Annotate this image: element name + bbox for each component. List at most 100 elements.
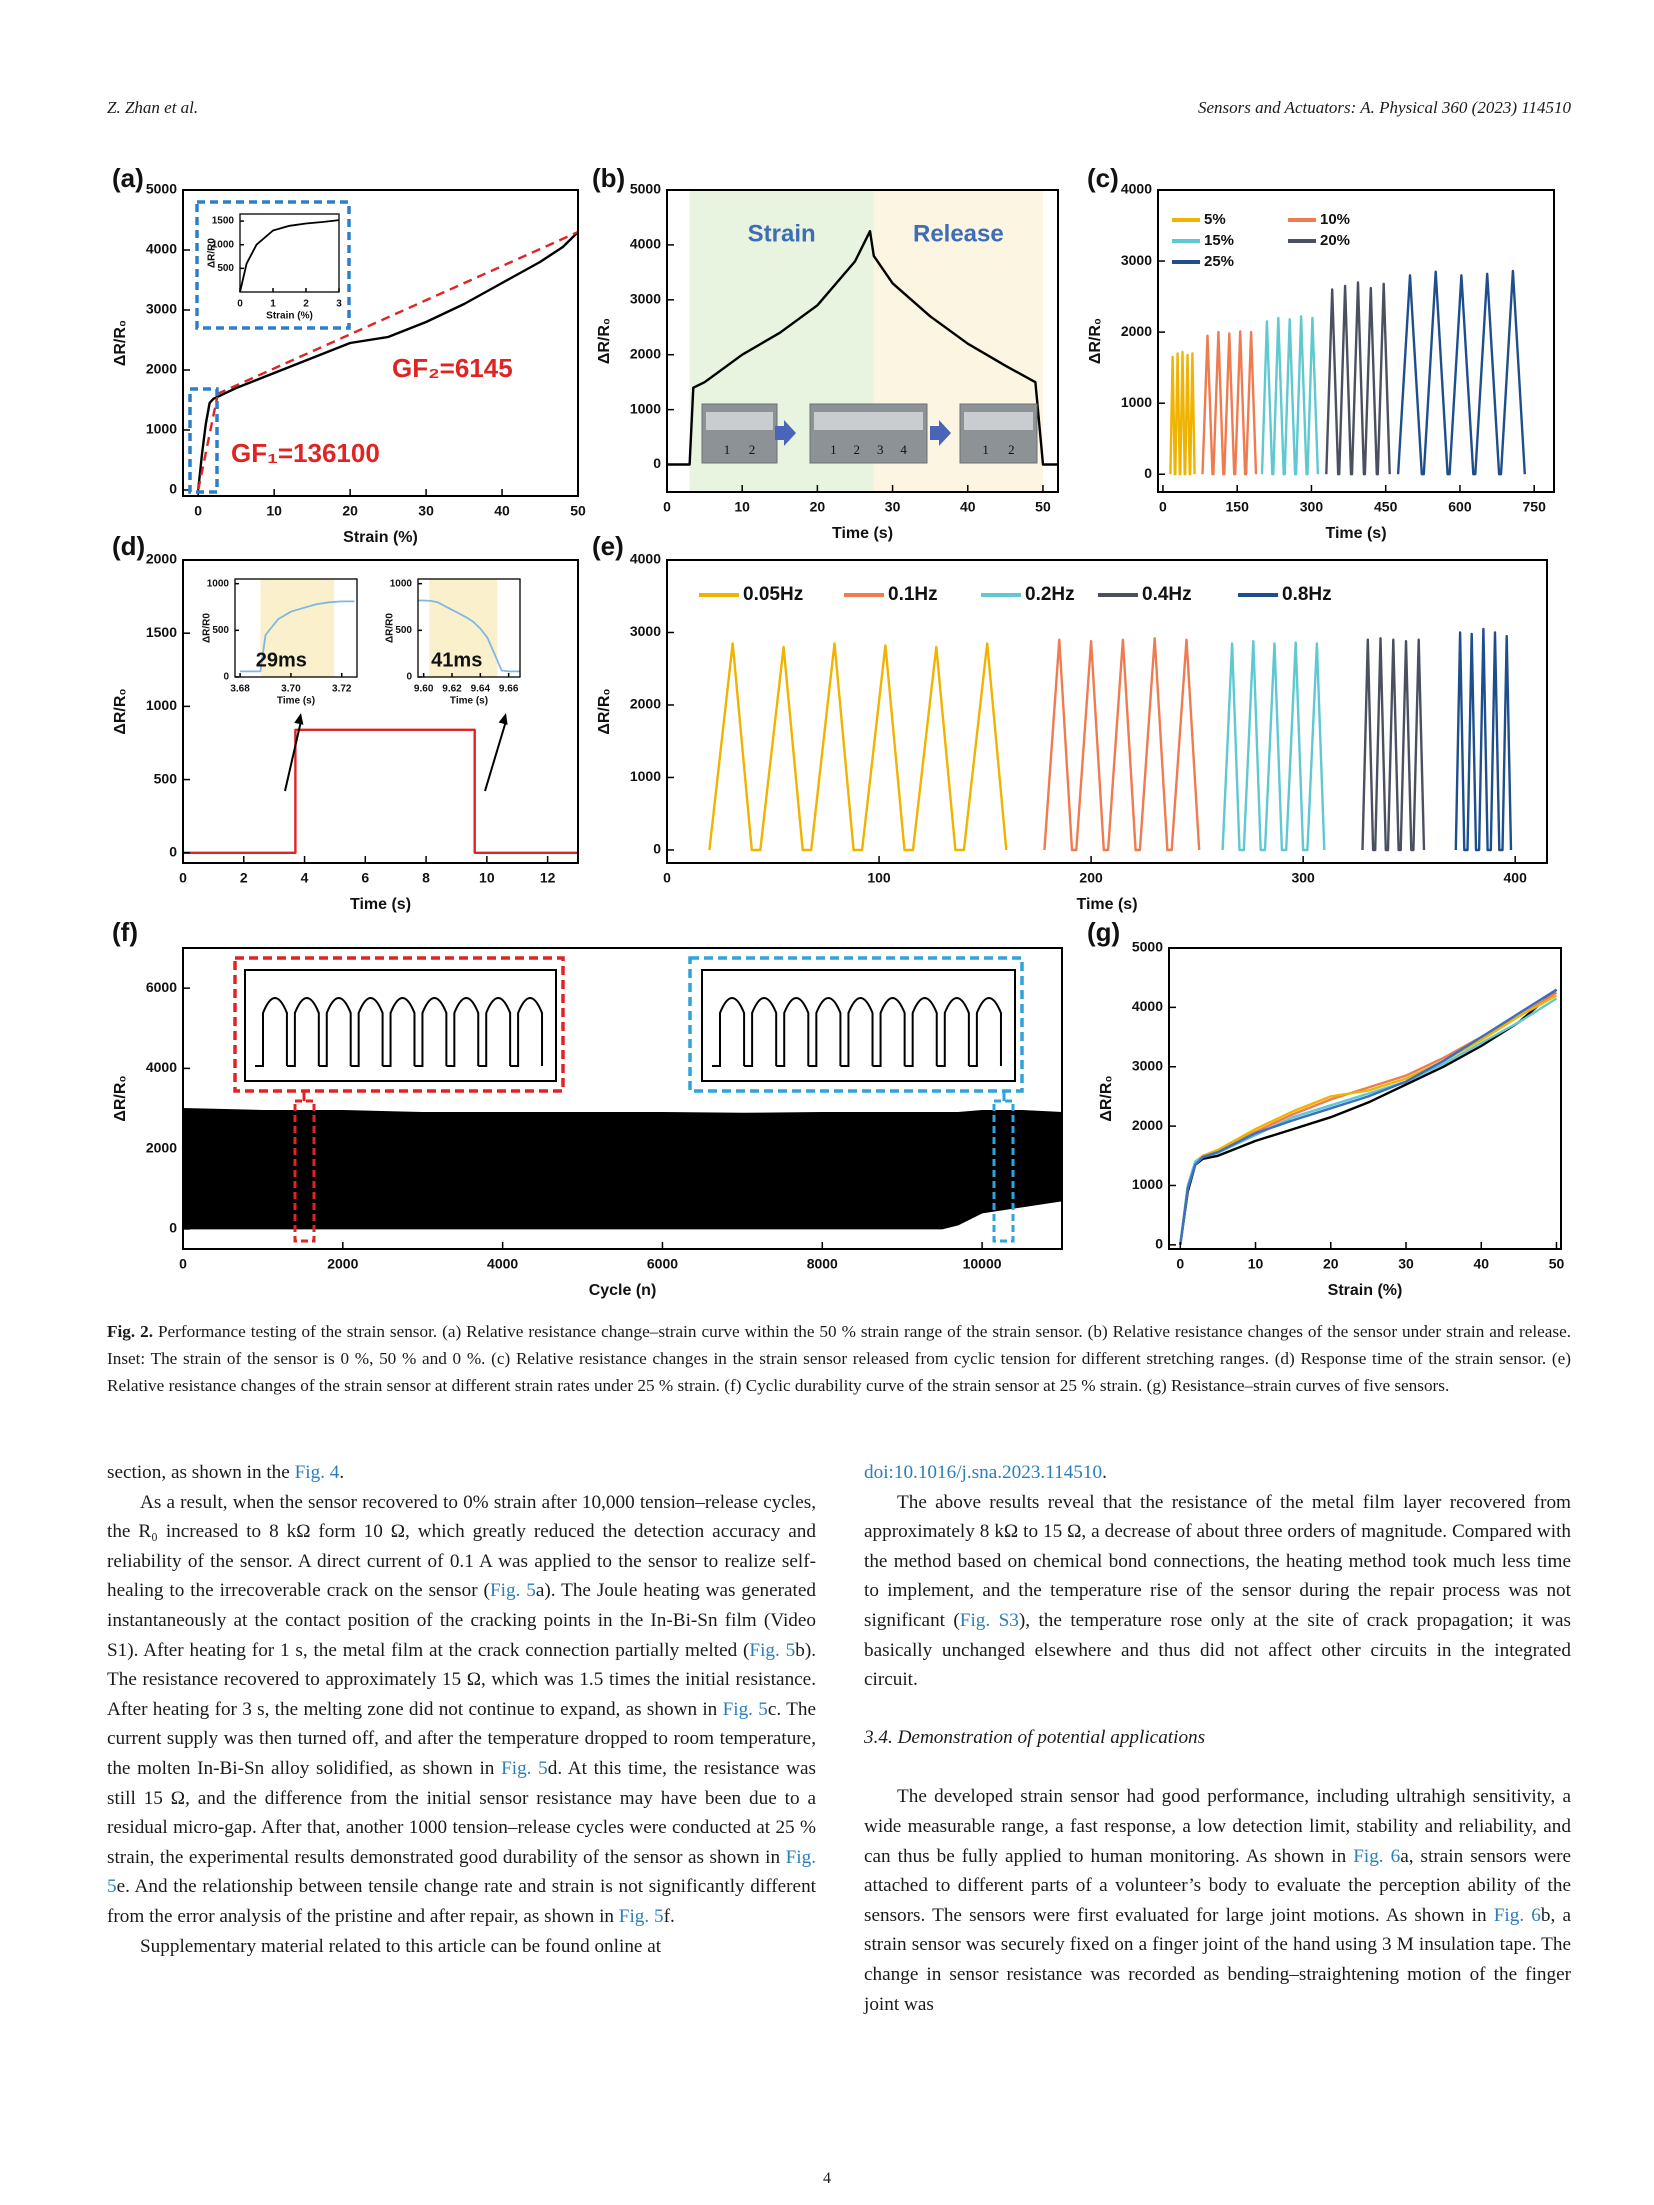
y-tick-label: 0: [169, 481, 177, 497]
legend-label: 20%: [1320, 232, 1350, 249]
caption-label: Fig. 2.: [107, 1322, 154, 1341]
x-tick-label: 300: [1300, 499, 1324, 515]
page-number: 4: [823, 2170, 831, 2187]
y-axis-title: ΔR/R0: [385, 613, 396, 643]
y-axis-title: ΔR/R₀: [596, 318, 613, 364]
legend-label: 10%: [1320, 211, 1350, 228]
y-tick-label: 0: [653, 841, 661, 857]
y-tick-label: 2000: [146, 1139, 177, 1155]
annotation: GF₁=136100: [231, 438, 380, 468]
y-tick-label: 1000: [146, 697, 177, 713]
link[interactable]: Fig. 5: [749, 1639, 796, 1661]
text-run: e. And the relationship between tensile …: [107, 1876, 816, 1927]
y-tick-label: 500: [154, 770, 178, 786]
x-tick-label: 9.66: [499, 684, 519, 695]
plot-frame: [1168, 947, 1562, 1250]
y-tick-label: 2000: [630, 345, 661, 361]
arrow: [775, 420, 796, 446]
plot-frame: [666, 189, 1059, 493]
photo-number: 2: [1008, 442, 1015, 457]
y-axis-title: ΔR/R₀: [1087, 318, 1104, 364]
link[interactable]: Fig. 5: [489, 1580, 536, 1602]
arrow-shaft: [484, 720, 507, 792]
y-tick-label: 3000: [1132, 1057, 1163, 1073]
highlight-box: [293, 1099, 316, 1243]
x-tick-label: 6: [361, 870, 369, 886]
link[interactable]: Fig. 5: [722, 1698, 768, 1720]
text-run: b). The resistance recovered to approxim…: [107, 1639, 816, 1720]
link[interactable]: Fig. 4: [294, 1462, 340, 1483]
series-line: [1179, 997, 1558, 1245]
y-axis-title: ΔR/R₀: [112, 688, 129, 734]
text-run: Supplementary material related to this a…: [140, 1935, 662, 1957]
x-tick-label: 40: [1473, 1256, 1489, 1272]
x-axis-title: Time (s): [450, 696, 488, 707]
series-line: [418, 599, 520, 673]
y-tick-label: 3000: [630, 623, 661, 639]
y-tick-label: 0: [653, 455, 661, 471]
link[interactable]: Fig. 6: [1493, 1904, 1541, 1926]
y-tick-label: 4000: [146, 241, 177, 257]
link[interactable]: doi:10.1016/j.sna.2023.114510: [864, 1462, 1103, 1483]
y-tick-label: 4000: [146, 1059, 177, 1075]
link[interactable]: Fig. 6: [1353, 1845, 1401, 1867]
y-tick-label: 1000: [146, 421, 177, 437]
link[interactable]: Fig. S3: [959, 1609, 1019, 1631]
y-tick-label: 1000: [212, 239, 235, 250]
y-tick-label: 0: [406, 672, 412, 683]
y-tick-label: 0: [169, 843, 177, 859]
inset-label: 41ms: [431, 649, 482, 671]
x-tick-label: 10: [479, 870, 495, 886]
series-line: [1179, 988, 1558, 1245]
x-tick-label: 20: [810, 499, 826, 515]
plot-frame: [182, 947, 1063, 1250]
series-line: [216, 230, 579, 396]
arrow-head: [294, 713, 304, 725]
photo-number: 1: [724, 442, 731, 457]
plot-frame: [234, 578, 358, 678]
x-tick-label: 30: [418, 503, 434, 519]
photo-number: 1: [830, 442, 837, 457]
x-tick-label: 8: [422, 870, 430, 886]
legend-label: 0.4Hz: [1142, 584, 1192, 605]
x-tick-label: 2000: [327, 1256, 358, 1272]
x-tick-label: 600: [1448, 499, 1472, 515]
link[interactable]: Fig. 5: [107, 1846, 816, 1898]
x-tick-label: 100: [867, 870, 891, 886]
y-tick-label: 3000: [146, 301, 177, 317]
text-run: a, strain sensors were attached to diffe…: [864, 1845, 1571, 1926]
x-tick-label: 400: [1504, 870, 1528, 886]
text-run: ), the temperature rose only at the site…: [864, 1609, 1571, 1691]
link[interactable]: Fig. 5: [618, 1905, 664, 1927]
left-column: section, as shown in the Fig. 4. As a res…: [107, 1458, 816, 1961]
y-tick-label: 0: [169, 1220, 177, 1236]
paragraph: The developed strain sensor had good per…: [864, 1782, 1571, 2019]
x-tick-label: 1: [270, 299, 276, 310]
panel-label: (a): [112, 163, 144, 193]
y-axis-title: ΔR/R₀: [1098, 1075, 1115, 1121]
legend-label: 25%: [1204, 253, 1234, 270]
inset-label: 29ms: [256, 649, 307, 671]
x-tick-label: 40: [960, 499, 976, 515]
x-tick-label: 9.60: [414, 684, 434, 695]
paragraph: section, as shown in the Fig. 4.: [107, 1458, 816, 1488]
x-tick-label: 3.68: [230, 684, 250, 695]
y-tick-label: 2000: [146, 551, 177, 567]
y-axis-title: ΔR/R₀: [596, 688, 613, 734]
x-tick-label: 6000: [647, 1256, 678, 1272]
link[interactable]: Fig. 5: [501, 1757, 548, 1779]
plot-frame: [182, 189, 579, 497]
paragraph: The above results reveal that the resist…: [864, 1488, 1571, 1695]
series-line: [667, 230, 1058, 466]
y-axis-title: ΔR/R0: [207, 238, 218, 268]
y-tick-label: 1500: [146, 624, 177, 640]
y-axis-title: ΔR/R₀: [112, 1075, 129, 1121]
text-run: .: [1102, 1462, 1107, 1483]
x-tick-label: 9.64: [471, 684, 491, 695]
text-run: The above results reveal that the resist…: [864, 1491, 1571, 1631]
series-line: [239, 219, 340, 293]
photo-number: 2: [854, 442, 861, 457]
x-tick-label: 9.62: [442, 684, 462, 695]
figure-caption: Fig. 2. Performance testing of the strai…: [107, 1318, 1571, 1399]
photo-device: [706, 412, 773, 430]
